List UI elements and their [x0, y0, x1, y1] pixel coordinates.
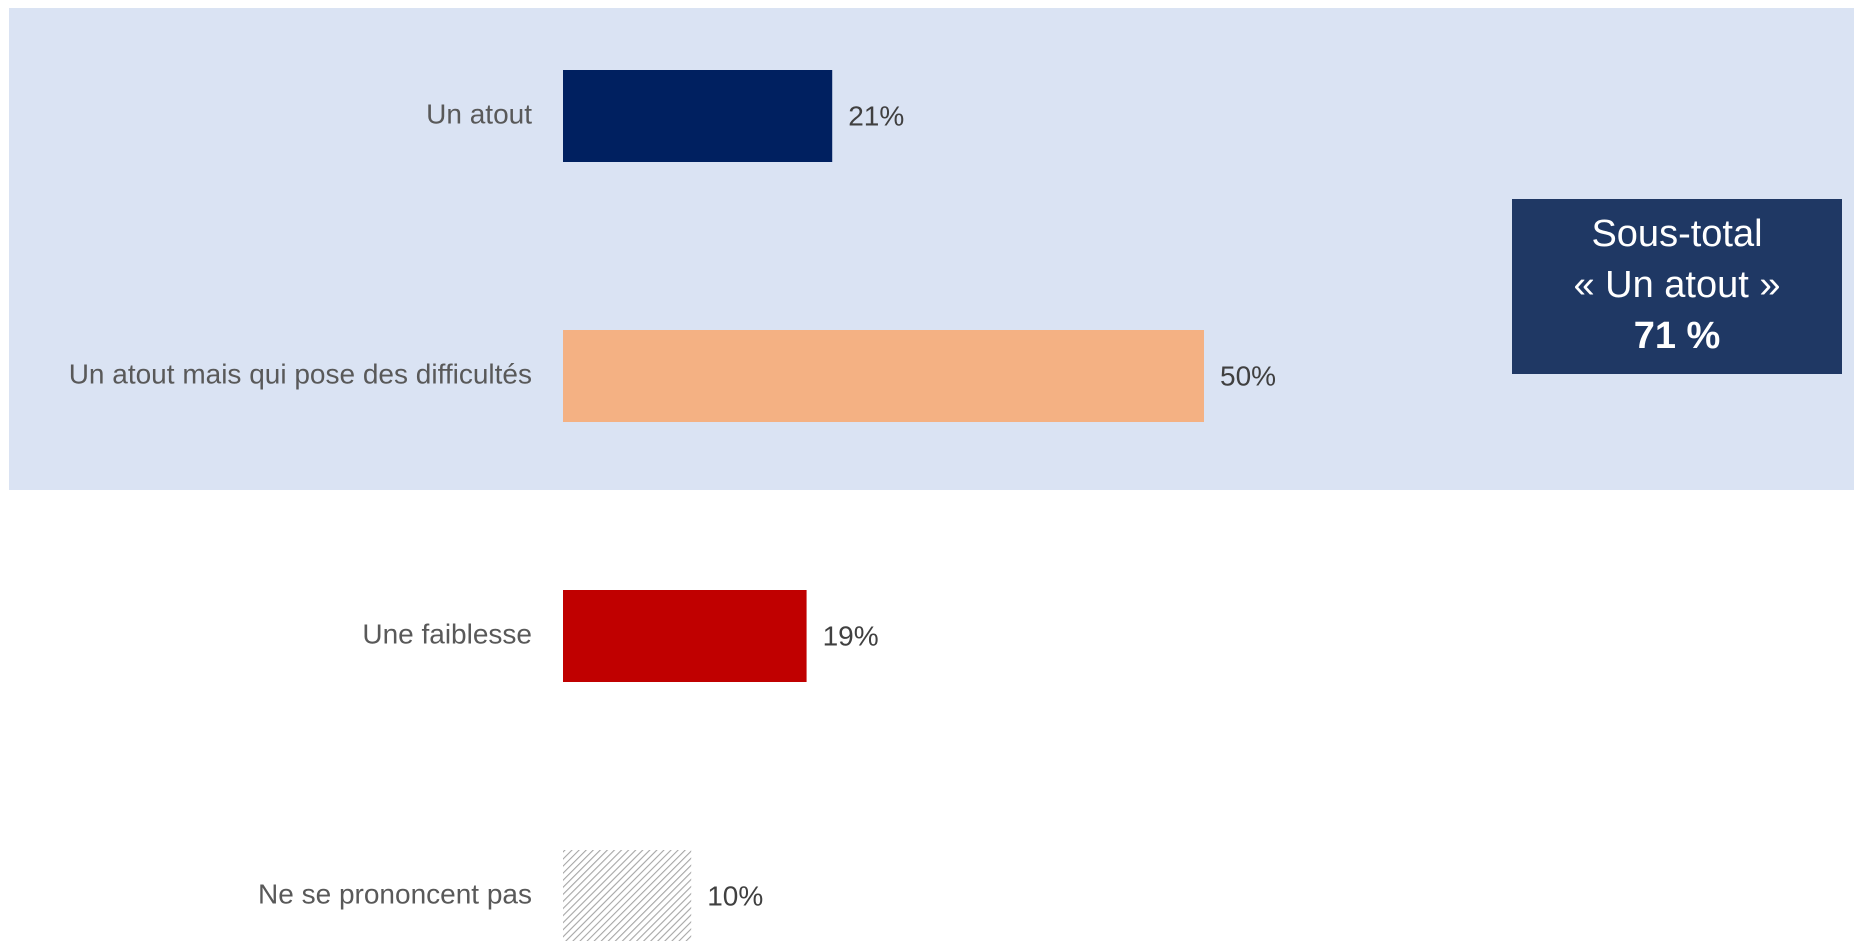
value-label: 10%: [707, 880, 763, 911]
bar: [563, 70, 833, 162]
annotation-line: 71 %: [1634, 315, 1721, 357]
annotation-line: « Un atout »: [1573, 264, 1780, 306]
bar: [563, 850, 692, 941]
annotation-box: [1512, 199, 1842, 374]
category-label: Une faiblesse: [362, 618, 532, 649]
category-label: Un atout: [426, 98, 532, 129]
bar: [563, 330, 1204, 422]
annotation-line: Sous-total: [1591, 213, 1762, 255]
value-label: 50%: [1220, 360, 1276, 391]
category-label: Un atout mais qui pose des difficultés: [69, 358, 532, 389]
bar: [563, 590, 807, 682]
value-label: 21%: [848, 100, 904, 131]
value-label: 19%: [823, 620, 879, 651]
category-label: Ne se prononcent pas: [258, 878, 532, 909]
